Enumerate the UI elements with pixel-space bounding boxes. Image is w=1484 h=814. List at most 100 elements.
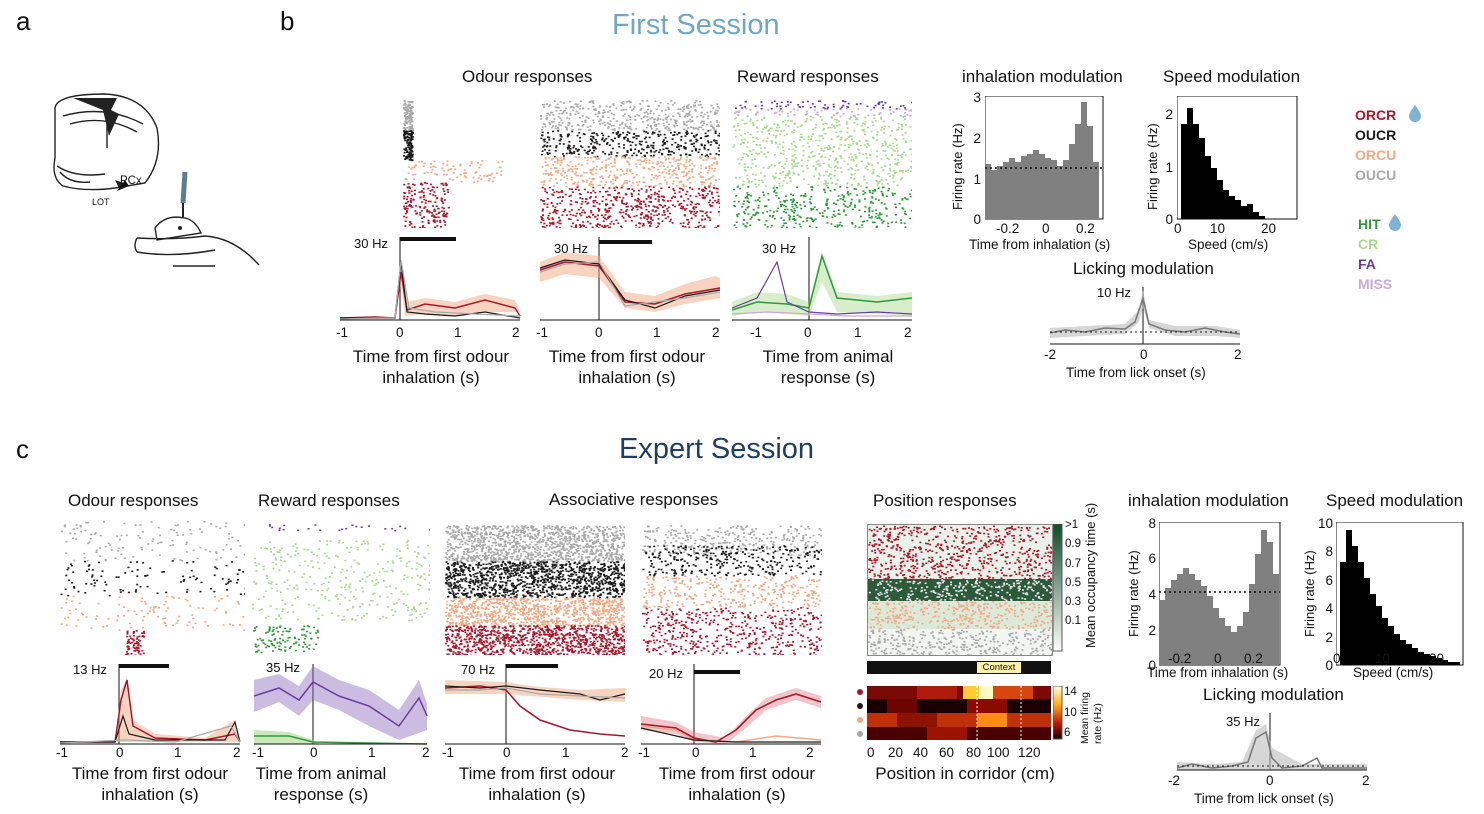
c-speed-xt-1: 10: [1375, 651, 1391, 666]
b-raster-2: [540, 100, 722, 230]
b-speed-xlabel: Speed (cm/s): [1188, 237, 1269, 252]
c-psth-3: [444, 664, 626, 745]
b-speed-yt-1: 1: [1165, 160, 1173, 175]
legend-orcu: ORCU: [1355, 147, 1397, 163]
b-odour-title: Odour responses: [462, 67, 593, 86]
c-lick-psth: [1176, 713, 1367, 771]
b-speed-hist: [1177, 96, 1298, 220]
occ-tick-4: 0.3: [1065, 596, 1081, 609]
c-xlabel-4: Time from first odour inhalation (s): [642, 763, 832, 805]
occ-tick-2: 0.7: [1065, 557, 1081, 570]
c-tick-2-1: 0: [310, 745, 318, 760]
pos-tick-100: 100: [987, 745, 1010, 760]
b-speed-yt-0: 0: [1165, 212, 1173, 227]
b-inhal-title: inhalation modulation: [962, 67, 1123, 86]
b-tick-3-1: 0: [804, 325, 812, 340]
fr-tick-10: 10: [1064, 707, 1077, 719]
b-xlabel-2: Time from first odour inhalation (s): [532, 346, 722, 388]
c-tick-3-1: 0: [503, 745, 511, 760]
b-lick-xlabel: Time from lick onset (s): [1066, 365, 1206, 380]
c-hz-2: 35 Hz: [266, 660, 300, 675]
legend: ORCR OUCR ORCU OUCU: [1355, 104, 1422, 185]
b-speed-xt-1: 10: [1210, 221, 1226, 236]
b-lick-xt-2: 2: [1234, 347, 1242, 362]
panel-letter-b: b: [280, 6, 295, 36]
c-raster-2-svg: [252, 524, 432, 654]
c-speed-xlabel: Speed (cm/s): [1353, 665, 1434, 680]
c-raster-1: [60, 520, 247, 657]
c-occupancy-label: Mean occupancy time (s): [1083, 502, 1098, 648]
c-raster-3: [445, 525, 627, 657]
c-psth-1: [59, 664, 241, 745]
b-tick-3-2: 1: [854, 325, 862, 340]
b-speed-xt-2: 20: [1261, 221, 1277, 236]
b-xlabel-1b: inhalation (s): [382, 368, 480, 387]
c-tick-3-0: -1: [442, 745, 455, 760]
c-inhal-yt-6: 6: [1148, 551, 1156, 566]
legend-hit: HIT: [1358, 213, 1402, 234]
c-hz-1: 13 Hz: [73, 662, 107, 677]
c-pos-xlabel: Position in corridor (cm): [875, 764, 1055, 783]
c-lick-title: Licking modulation: [1203, 685, 1344, 704]
c-inhal-yt-4: 4: [1148, 587, 1156, 602]
c-tick-1-0: -1: [56, 745, 69, 760]
c-tick-4-0: -1: [638, 745, 651, 760]
brain-mouse-schematic: [53, 93, 260, 267]
c-position-raster-svg: [868, 525, 1052, 655]
c-tick-1-2: 1: [174, 745, 182, 760]
c-inhal-xt-1: 0: [1214, 651, 1222, 666]
b-tick-2-3: 2: [712, 325, 720, 340]
c-hz-3: 70 Hz: [461, 662, 495, 677]
c-firing-label: Mean firing rate (Hz): [1079, 692, 1105, 744]
c-occupancy-ticks: >1 0.9 0.7 0.5 0.3 0.1: [1065, 516, 1081, 632]
b-psth-2: [539, 237, 721, 321]
c-inhal-hist: [1159, 522, 1281, 666]
c-tick-2-2: 1: [368, 745, 376, 760]
c-xlabel-2a: Time from animal: [255, 764, 387, 783]
c-speed-yt-2: 2: [1325, 630, 1333, 645]
b-tick-1-3: 2: [512, 325, 520, 340]
c-lick-xt-0: -2: [1168, 773, 1181, 788]
c-tick-4-2: 1: [749, 745, 757, 760]
water-drop-icon: [1389, 214, 1402, 231]
pos-tick-20: 20: [888, 745, 904, 760]
b-inhal-xt-1: 0: [1042, 221, 1050, 236]
b-speed-yt-2: 2: [1165, 107, 1173, 122]
c-speed-yt-10: 10: [1317, 516, 1333, 531]
b-hz-2: 30 Hz: [554, 241, 588, 256]
c-inhal-ylabel: Firing rate (Hz): [1126, 550, 1141, 637]
c-xlabel-1b: inhalation (s): [101, 785, 199, 804]
pos-tick-120: 120: [1018, 745, 1041, 760]
b-tick-1-1: 0: [396, 325, 404, 340]
pos-tick-60: 60: [939, 745, 955, 760]
c-context-label: Context: [977, 662, 1021, 673]
c-raster-1-svg: [60, 520, 247, 657]
c-tick-2-0: -1: [252, 745, 265, 760]
b-hz-lick: 10 Hz: [1097, 285, 1131, 300]
c-xlabel-4b: inhalation (s): [688, 785, 786, 804]
c-tick-4-3: 2: [806, 745, 814, 760]
pcx-label: PCx: [120, 175, 142, 187]
c-firing-label-b: rate (Hz): [1092, 703, 1104, 744]
fr-tick-6: 6: [1064, 727, 1071, 739]
legend-oucu: OUCU: [1355, 167, 1397, 183]
c-xlabel-1: Time from first odour inhalation (s): [55, 763, 245, 805]
b-hz-3: 30 Hz: [762, 241, 796, 256]
c-speed-yt-8: 8: [1325, 544, 1333, 559]
pos-tick-80: 80: [966, 745, 982, 760]
b-xlabel-3b: response (s): [780, 368, 876, 387]
b-speed-xt-0: 0: [1174, 221, 1182, 236]
first-session-title: First Session: [612, 9, 780, 41]
c-hz-lick: 35 Hz: [1226, 714, 1260, 729]
c-psth-2: [253, 664, 428, 745]
c-lick-xt-2: 2: [1362, 773, 1370, 788]
lot-label: LOT: [92, 197, 110, 207]
legend-hit-label: HIT: [1358, 216, 1381, 232]
b-inhal-xt-0: -0.2: [996, 221, 1020, 236]
c-inhal-xlabel: Time from inhalation (s): [1147, 665, 1289, 680]
c-pos-title: Position responses: [873, 491, 1017, 510]
occ-tick-0: >1: [1065, 519, 1079, 531]
c-corridor-bar: [867, 661, 1051, 674]
expert-session-title: Expert Session: [619, 433, 815, 465]
c-xlabel-1a: Time from first odour: [71, 764, 229, 783]
